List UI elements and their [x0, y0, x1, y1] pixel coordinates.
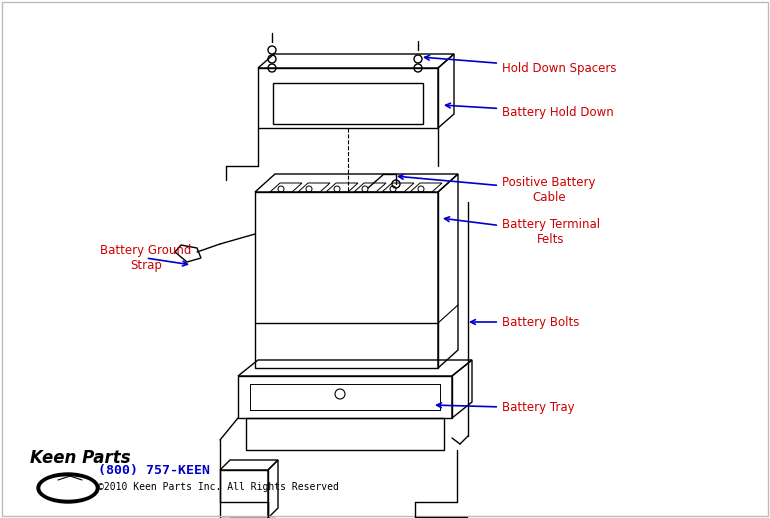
- Text: Battery Tray: Battery Tray: [437, 401, 574, 414]
- Bar: [238, 376, 452, 418]
- Text: Battery Bolts: Battery Bolts: [470, 315, 579, 328]
- Bar: [258, 68, 438, 128]
- Bar: [255, 192, 438, 368]
- Text: Battery Hold Down: Battery Hold Down: [446, 103, 614, 119]
- Text: Battery Ground
Strap: Battery Ground Strap: [100, 244, 192, 272]
- Bar: [273, 83, 423, 124]
- Bar: [246, 418, 444, 450]
- Text: Positive Battery
Cable: Positive Battery Cable: [399, 175, 595, 204]
- Bar: [220, 470, 268, 518]
- Text: Hold Down Spacers: Hold Down Spacers: [424, 55, 617, 75]
- Ellipse shape: [41, 477, 95, 499]
- Text: ©2010 Keen Parts Inc. All Rights Reserved: ©2010 Keen Parts Inc. All Rights Reserve…: [98, 482, 339, 492]
- Text: Battery Terminal
Felts: Battery Terminal Felts: [444, 217, 600, 246]
- Text: (800) 757-KEEN: (800) 757-KEEN: [98, 464, 210, 477]
- Ellipse shape: [37, 473, 99, 503]
- Text: Keen Parts: Keen Parts: [30, 449, 131, 467]
